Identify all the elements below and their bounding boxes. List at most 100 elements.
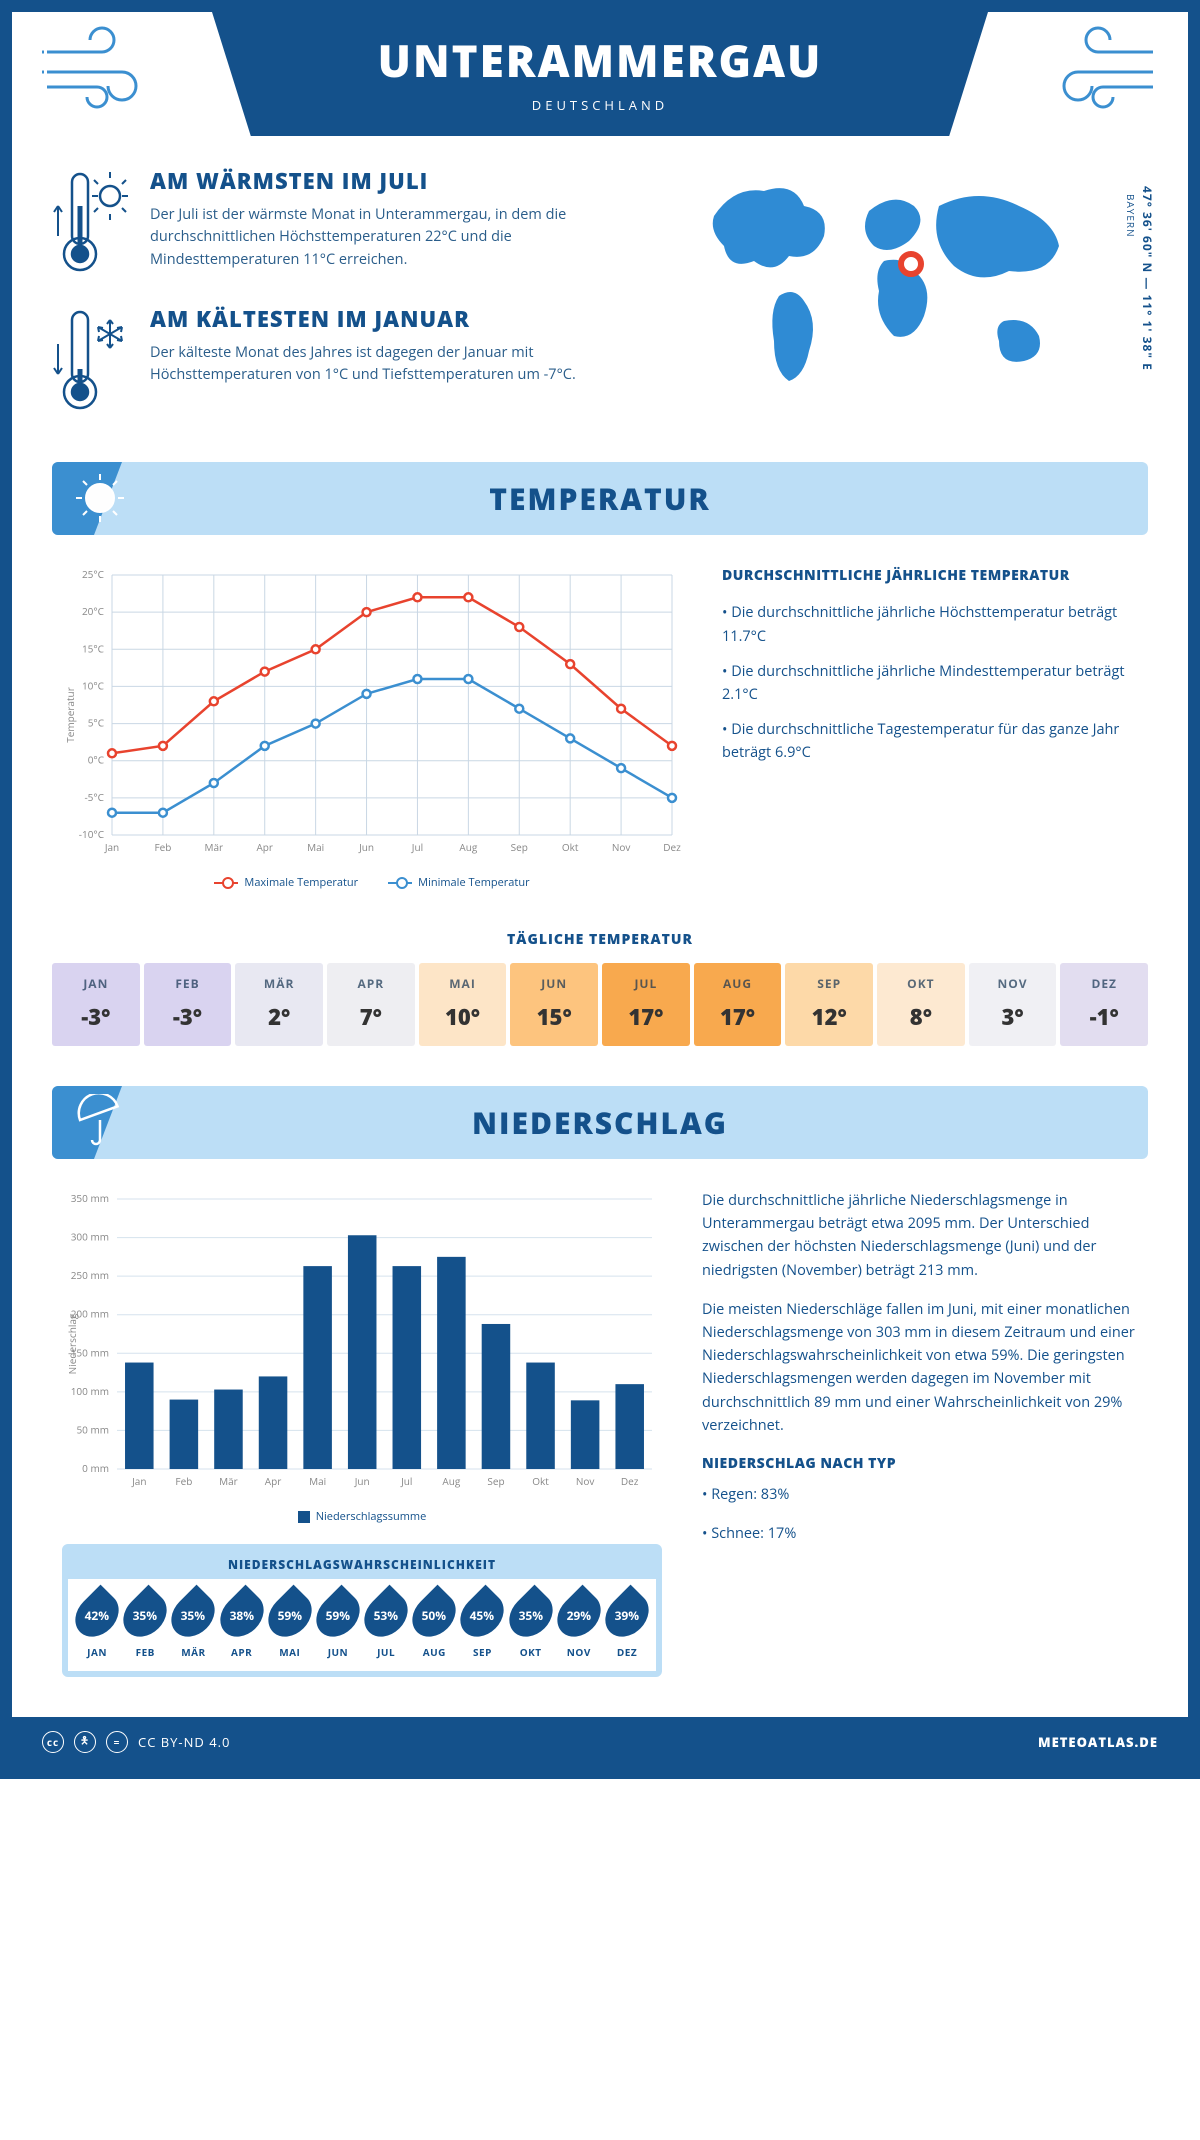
svg-text:Mai: Mai [309,1474,326,1488]
daily-cell: JAN-3° [52,963,140,1046]
probability-cell: 59% JUN [315,1591,361,1659]
svg-text:250 mm: 250 mm [71,1268,109,1282]
daily-cell: SEP12° [785,963,873,1046]
daily-cell: OKT8° [877,963,965,1046]
footer: cc 🯅 = CC BY-ND 4.0 METEOATLAS.DE [12,1717,1188,1767]
thermometer-cold-icon [52,304,132,414]
svg-text:0°C: 0°C [88,753,104,767]
precipitation-probability-box: NIEDERSCHLAGSWAHRSCHEINLICHKEIT 42% JAN … [62,1544,662,1677]
svg-text:50 mm: 50 mm [76,1422,109,1436]
region-label: BAYERN [1124,194,1138,238]
precipitation-chart: 0 mm50 mm100 mm150 mm200 mm250 mm300 mm3… [62,1189,662,1499]
daily-cell: APR7° [327,963,415,1046]
svg-text:Mai: Mai [307,840,324,854]
temperature-section-banner: TEMPERATUR [52,462,1148,535]
svg-text:-10°C: -10°C [79,827,104,841]
svg-text:0 mm: 0 mm [82,1461,109,1475]
country-subtitle: DEUTSCHLAND [252,96,948,114]
svg-text:Jun: Jun [354,1474,370,1488]
svg-text:Nov: Nov [576,1474,595,1488]
svg-text:Feb: Feb [154,840,171,854]
svg-text:Aug: Aug [459,840,477,854]
probability-cell: 35% MÄR [170,1591,216,1659]
svg-text:Aug: Aug [442,1474,460,1488]
temperature-chart: -10°C-5°C0°C5°C10°C15°C20°C25°CJanFebMär… [62,565,682,865]
probability-cell: 35% FEB [122,1591,168,1659]
daily-cell: JUN15° [510,963,598,1046]
legend-precip: Niederschlagssumme [298,1509,427,1524]
temp-text-heading: DURCHSCHNITTLICHE JÄHRLICHE TEMPERATUR [722,565,1138,587]
daily-temp-title: TÄGLICHE TEMPERATUR [52,930,1148,949]
svg-text:Dez: Dez [663,840,681,854]
precip-type: • Regen: 83% [702,1483,1138,1506]
probability-cell: 39% DEZ [604,1591,650,1659]
svg-text:Jun: Jun [358,840,374,854]
svg-text:Dez: Dez [621,1474,639,1488]
probability-cell: 59% MAI [267,1591,313,1659]
svg-text:Jul: Jul [400,1474,412,1488]
probability-cell: 42% JAN [74,1591,120,1659]
precipitation-heading: NIEDERSCHLAG [52,1102,1148,1143]
precip-paragraph: Die meisten Niederschläge fallen im Juni… [702,1298,1138,1437]
temperature-heading: TEMPERATUR [52,478,1148,519]
temp-bullet: • Die durchschnittliche Tagestemperatur … [722,718,1138,764]
svg-text:Okt: Okt [532,1474,549,1488]
daily-cell: MAI10° [419,963,507,1046]
svg-text:10°C: 10°C [82,678,104,692]
precip-paragraph: Die durchschnittliche jährliche Niedersc… [702,1189,1138,1282]
svg-text:Niederschlag: Niederschlag [65,1313,79,1374]
daily-temp-grid: JAN-3° FEB-3° MÄR2° APR7° MAI10° JUN15° … [52,963,1148,1046]
warmest-fact: AM WÄRMSTEN IM JULI Der Juli ist der wär… [52,166,610,276]
daily-cell: NOV3° [969,963,1057,1046]
header-banner: UNTERAMMERGAU DEUTSCHLAND [212,12,988,136]
svg-text:Mär: Mär [219,1474,238,1488]
svg-text:Okt: Okt [562,840,579,854]
svg-text:Temperatur: Temperatur [63,687,77,743]
daily-cell: DEZ-1° [1060,963,1148,1046]
warmest-title: AM WÄRMSTEN IM JULI [150,166,610,196]
coordinates: 47° 36' 60" N — 11° 1' 38" E [1139,186,1156,371]
svg-text:350 mm: 350 mm [71,1191,109,1205]
thermometer-hot-icon [52,166,132,276]
temp-bullet: • Die durchschnittliche jährliche Höchst… [722,601,1138,647]
svg-text:300 mm: 300 mm [71,1230,109,1244]
probability-cell: 50% AUG [411,1591,457,1659]
daily-cell: JUL17° [602,963,690,1046]
svg-text:Jan: Jan [131,1474,146,1488]
coldest-text: Der kälteste Monat des Jahres ist dagege… [150,342,610,387]
svg-text:Feb: Feb [175,1474,192,1488]
probability-cell: 38% APR [219,1591,265,1659]
precip-type-heading: NIEDERSCHLAG NACH TYP [702,1453,1138,1475]
wind-icon [1048,22,1158,112]
svg-text:100 mm: 100 mm [71,1384,109,1398]
daily-cell: MÄR2° [235,963,323,1046]
svg-text:25°C: 25°C [82,567,104,581]
temp-bullet: • Die durchschnittliche jährliche Mindes… [722,660,1138,706]
svg-text:Jul: Jul [411,840,423,854]
probability-title: NIEDERSCHLAGSWAHRSCHEINLICHKEIT [68,1550,656,1579]
site-name: METEOATLAS.DE [1038,1733,1158,1751]
legend-min: .leg-sw[style*='3b8fd0']::after{border-c… [388,875,529,890]
svg-text:Sep: Sep [487,1474,504,1488]
svg-text:Sep: Sep [511,840,528,854]
world-map [684,166,1104,396]
city-title: UNTERAMMERGAU [252,30,948,90]
legend-max: .leg-sw[style*='e8432e']::after{border-c… [214,875,358,890]
probability-cell: 53% JUL [363,1591,409,1659]
svg-text:Mär: Mär [204,840,223,854]
svg-text:15°C: 15°C [82,641,104,655]
wind-icon [42,22,152,112]
sun-icon [72,470,128,526]
svg-text:Nov: Nov [612,840,631,854]
svg-text:Jan: Jan [104,840,119,854]
coldest-title: AM KÄLTESTEN IM JANUAR [150,304,610,334]
svg-text:Apr: Apr [256,840,273,854]
umbrella-icon [72,1094,128,1150]
precip-type: • Schnee: 17% [702,1522,1138,1545]
svg-text:20°C: 20°C [82,604,104,618]
probability-cell: 45% SEP [459,1591,505,1659]
svg-text:Apr: Apr [265,1474,282,1488]
svg-text:-5°C: -5°C [84,790,104,804]
warmest-text: Der Juli ist der wärmste Monat in Untera… [150,204,610,271]
license-text: CC BY-ND 4.0 [138,1733,230,1751]
